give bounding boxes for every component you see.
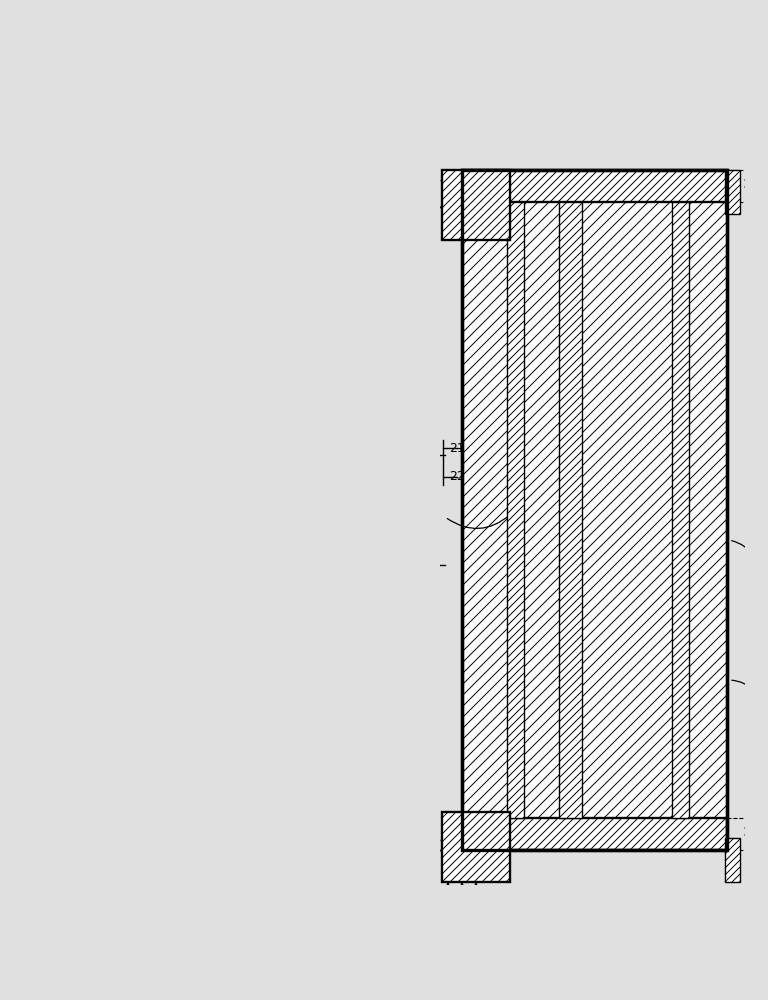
Text: 20: 20 (419, 456, 435, 470)
Bar (462, 170, 727, 850)
Text: 图: 图 (538, 68, 548, 84)
Text: 21A: 21A (464, 107, 488, 120)
Text: 40: 40 (34, 768, 50, 782)
Text: 图: 图 (174, 68, 183, 84)
Text: 21: 21 (449, 442, 465, 454)
Text: 50R: 50R (449, 94, 475, 106)
Bar (0, 0, 440, 1000)
Text: 22A: 22A (436, 892, 460, 904)
Text: L40: L40 (753, 175, 766, 197)
Text: 10F: 10F (29, 834, 52, 846)
Text: 22A: 22A (436, 80, 460, 93)
Bar (672, 202, 689, 818)
Bar (559, 202, 582, 818)
Bar (442, 170, 510, 240)
Bar (440, 885, 750, 1000)
Text: 11: 11 (757, 554, 768, 566)
Text: L40: L40 (753, 823, 766, 845)
Bar (462, 170, 727, 202)
Text: IIB: IIB (270, 38, 288, 52)
Bar (112, 152, 307, 180)
Text: 1: 1 (22, 29, 35, 47)
Bar (745, 0, 768, 1000)
Bar (440, 0, 750, 133)
Bar (507, 202, 524, 818)
Text: 21A: 21A (256, 876, 280, 888)
Bar (462, 170, 727, 850)
Text: 16: 16 (35, 624, 50, 637)
Bar (112, 180, 307, 840)
Text: 50R: 50R (147, 129, 172, 142)
Text: IIB: IIB (270, 948, 288, 962)
Bar (462, 170, 727, 850)
Text: L40: L40 (400, 234, 413, 256)
Text: 21: 21 (67, 454, 83, 466)
Text: 22A: 22A (273, 131, 297, 144)
Text: 21A: 21A (273, 117, 297, 130)
Text: 40: 40 (34, 238, 50, 251)
Bar (442, 812, 510, 882)
Text: 22A: 22A (256, 890, 280, 902)
Text: 22: 22 (67, 484, 83, 496)
Bar (725, 170, 740, 214)
Text: 2B: 2B (554, 51, 576, 69)
Text: 30: 30 (757, 688, 768, 702)
Bar (112, 840, 307, 868)
Bar (120, 180, 299, 310)
Bar (120, 710, 299, 840)
Text: 21A: 21A (464, 920, 488, 932)
Text: 10: 10 (419, 510, 435, 524)
Text: 40: 40 (417, 198, 433, 212)
Bar (462, 818, 727, 850)
Text: 2A: 2A (189, 51, 211, 69)
Text: 2: 2 (419, 504, 427, 516)
Bar (725, 838, 740, 882)
Text: 50F: 50F (451, 906, 474, 918)
Text: 22: 22 (449, 471, 465, 484)
Text: 40: 40 (417, 840, 433, 854)
Text: 50F: 50F (144, 878, 167, 890)
Text: L40: L40 (400, 764, 413, 786)
Text: 10R: 10R (28, 174, 52, 186)
Text: 20: 20 (26, 468, 42, 482)
